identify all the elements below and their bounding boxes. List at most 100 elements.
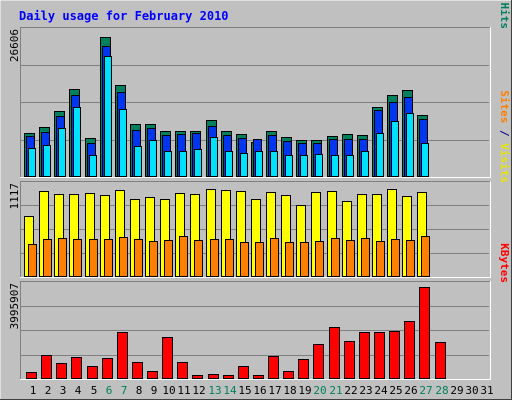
bar-hits-pages-day-23 xyxy=(361,151,369,177)
bar-hits-pages-day-26 xyxy=(406,113,414,177)
bar-visits-sites-day-6 xyxy=(104,239,113,277)
day-label-10: 10 xyxy=(162,384,175,397)
legend-item-visits-0: Sites xyxy=(498,90,511,123)
bar-visits-sites-day-25 xyxy=(391,239,400,277)
bar-kbytes-kbytes-day-10 xyxy=(162,337,173,379)
bar-kbytes-kbytes-day-17 xyxy=(268,356,279,379)
ymax-label-visits: 1117 xyxy=(8,183,21,210)
bar-kbytes-kbytes-day-25 xyxy=(389,331,400,379)
day-label-1: 1 xyxy=(30,384,37,397)
legend-visits: Sites / Visits xyxy=(498,90,511,183)
bar-visits-sites-day-1 xyxy=(28,244,37,277)
bar-visits-sites-day-10 xyxy=(164,240,173,277)
day-label-8: 8 xyxy=(136,384,143,397)
day-label-6: 6 xyxy=(106,384,113,397)
day-label-12: 12 xyxy=(192,384,205,397)
bar-visits-sites-day-7 xyxy=(119,237,128,277)
day-label-2: 2 xyxy=(45,384,52,397)
bar-visits-sites-day-22 xyxy=(346,240,355,277)
bar-kbytes-kbytes-day-12 xyxy=(192,375,203,379)
bar-kbytes-kbytes-day-9 xyxy=(147,371,158,379)
legend-item-kbytes-0: KBytes xyxy=(498,243,511,283)
day-label-18: 18 xyxy=(283,384,296,397)
bar-hits-pages-day-4 xyxy=(73,107,81,177)
bar-kbytes-kbytes-day-15 xyxy=(238,366,249,379)
day-label-3: 3 xyxy=(60,384,67,397)
bar-hits-pages-day-20 xyxy=(315,154,323,177)
legend-item-visits-2: Visits xyxy=(498,143,511,183)
bar-kbytes-kbytes-day-21 xyxy=(329,327,340,379)
day-label-29: 29 xyxy=(450,384,463,397)
bar-kbytes-kbytes-day-1 xyxy=(26,372,37,379)
bar-kbytes-kbytes-day-4 xyxy=(71,357,82,379)
bar-visits-sites-day-13 xyxy=(210,239,219,277)
bar-kbytes-kbytes-day-11 xyxy=(177,362,188,379)
day-label-23: 23 xyxy=(359,384,372,397)
bar-hits-pages-day-9 xyxy=(149,140,157,177)
panel-hits: 26606 Pages / Files / Hits xyxy=(8,0,511,178)
bar-kbytes-kbytes-day-23 xyxy=(359,332,370,379)
bar-hits-pages-day-10 xyxy=(164,151,172,177)
bar-kbytes-kbytes-day-26 xyxy=(404,321,415,379)
day-label-21: 21 xyxy=(329,384,342,397)
day-label-4: 4 xyxy=(75,384,82,397)
bar-visits-sites-day-23 xyxy=(361,238,370,277)
legend-kbytes: KBytes xyxy=(498,243,511,283)
bar-visits-sites-day-4 xyxy=(73,239,82,277)
bar-kbytes-kbytes-day-8 xyxy=(132,362,143,379)
day-label-26: 26 xyxy=(404,384,417,397)
legend-item-hits-3: / xyxy=(498,0,511,3)
day-label-20: 20 xyxy=(313,384,326,397)
day-label-14: 14 xyxy=(223,384,237,397)
bar-hits-pages-day-13 xyxy=(210,137,218,177)
bar-visits-sites-day-26 xyxy=(406,240,415,277)
bar-visits-sites-day-8 xyxy=(134,239,143,277)
day-label-17: 17 xyxy=(268,384,281,397)
bar-hits-pages-day-16 xyxy=(255,151,263,177)
bar-hits-pages-day-5 xyxy=(89,155,97,177)
bar-visits-sites-day-20 xyxy=(315,241,324,277)
day-label-19: 19 xyxy=(298,384,311,397)
bar-kbytes-kbytes-day-28 xyxy=(435,342,446,379)
bar-hits-pages-day-17 xyxy=(270,151,278,177)
day-label-30: 30 xyxy=(465,384,478,397)
bar-kbytes-kbytes-day-2 xyxy=(41,355,52,379)
legend-item-hits-4: Hits xyxy=(498,3,511,30)
legend-hits: Pages / Files / Hits xyxy=(498,0,511,29)
panel-visits: 1117 Sites / Visits xyxy=(8,90,511,278)
bar-hits-pages-day-25 xyxy=(391,121,399,177)
day-label-9: 9 xyxy=(151,384,158,397)
day-label-22: 22 xyxy=(344,384,357,397)
bar-kbytes-kbytes-day-6 xyxy=(102,358,113,379)
bar-hits-pages-day-8 xyxy=(134,146,142,177)
bar-kbytes-kbytes-day-20 xyxy=(313,344,324,379)
legend-item-visits-1: / xyxy=(498,123,511,143)
day-label-25: 25 xyxy=(389,384,402,397)
day-label-16: 16 xyxy=(253,384,266,397)
bar-kbytes-kbytes-day-27 xyxy=(419,287,430,379)
ymax-label-kbytes: 3995907 xyxy=(8,283,21,329)
bar-kbytes-kbytes-day-16 xyxy=(253,375,264,379)
panel-kbytes: 3995907 KBytes xyxy=(8,243,511,380)
bar-kbytes-kbytes-day-5 xyxy=(87,366,98,379)
bar-visits-sites-day-3 xyxy=(58,238,67,277)
bar-hits-pages-day-1 xyxy=(28,148,36,177)
bar-visits-sites-day-27 xyxy=(421,236,430,277)
chart-title: Daily usage for February 2010 xyxy=(19,9,229,23)
bar-hits-pages-day-7 xyxy=(119,109,127,177)
bar-kbytes-kbytes-day-24 xyxy=(374,332,385,379)
bar-hits-pages-day-3 xyxy=(58,128,66,177)
day-label-13: 13 xyxy=(208,384,221,397)
bar-visits-sites-day-16 xyxy=(255,242,264,277)
bar-visits-sites-day-21 xyxy=(331,238,340,277)
bar-kbytes-kbytes-day-13 xyxy=(208,374,219,379)
bar-hits-pages-day-21 xyxy=(331,155,339,177)
bar-kbytes-kbytes-day-22 xyxy=(344,341,355,379)
day-label-11: 11 xyxy=(177,384,190,397)
day-label-15: 15 xyxy=(238,384,251,397)
bar-hits-pages-day-19 xyxy=(300,155,308,177)
bar-visits-sites-day-15 xyxy=(240,242,249,277)
ymax-label-hits: 26606 xyxy=(8,29,21,62)
day-label-28: 28 xyxy=(435,384,448,397)
